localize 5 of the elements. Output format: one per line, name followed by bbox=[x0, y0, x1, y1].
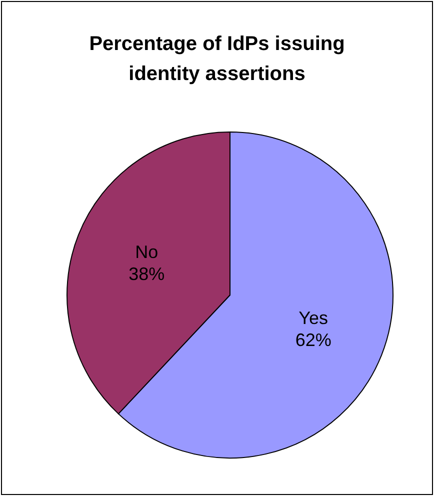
chart-title: Percentage of IdPs issuing identity assertions bbox=[89, 33, 345, 85]
data-label: 62% bbox=[295, 330, 332, 350]
data-label: 38% bbox=[128, 264, 165, 284]
slice-label: No bbox=[135, 242, 158, 262]
slice-label: Yes bbox=[298, 308, 328, 328]
